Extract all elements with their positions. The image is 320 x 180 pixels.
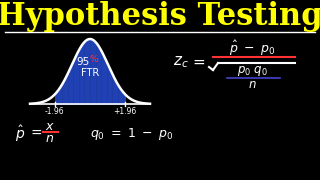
Text: $\hat{p}\ -\ p_0$: $\hat{p}\ -\ p_0$ [229,39,275,58]
Text: $\hat{p}$: $\hat{p}$ [15,124,25,144]
Text: 95: 95 [76,57,90,67]
Text: =: = [192,55,205,69]
Text: %: % [90,55,98,64]
Text: Hypothesis Testing: Hypothesis Testing [0,1,320,33]
Text: $p_0\ q_0$: $p_0\ q_0$ [236,64,268,78]
Text: $q_0\ =\ 1\ -\ p_0$: $q_0\ =\ 1\ -\ p_0$ [90,126,174,142]
Text: =: = [30,127,42,141]
Text: -1.96: -1.96 [45,107,65,116]
Text: $n$: $n$ [45,132,54,145]
Text: $n$: $n$ [248,78,256,91]
Text: FTR: FTR [81,68,99,78]
Text: $x$: $x$ [45,120,55,132]
Text: +1.96: +1.96 [114,107,137,116]
Text: $z_c$: $z_c$ [173,54,189,70]
